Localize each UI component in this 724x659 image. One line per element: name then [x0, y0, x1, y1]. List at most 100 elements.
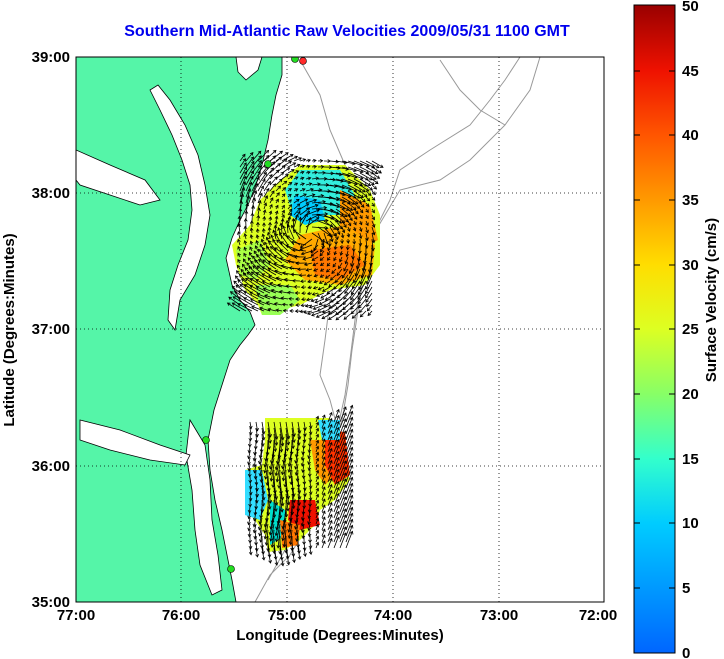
velocity-arrow	[262, 247, 271, 258]
velocity-arrow	[245, 156, 254, 168]
velocity-arrow	[357, 286, 367, 300]
velocity-arrowhead	[303, 193, 307, 197]
velocity-arrow	[279, 487, 284, 506]
velocity-arrowhead	[274, 210, 279, 215]
colorbar-tick-label: 0	[682, 645, 690, 659]
velocity-arrow	[359, 166, 374, 175]
velocity-arrow	[276, 463, 281, 482]
velocity-arrowhead	[319, 262, 324, 266]
velocity-arrow	[341, 166, 357, 172]
velocity-arrow	[261, 421, 265, 434]
velocity-arrowhead	[352, 234, 357, 238]
velocity-arrow	[327, 430, 333, 441]
velocity-arrow	[309, 427, 312, 435]
velocity-arrow	[288, 511, 293, 527]
velocity-arrowhead	[343, 412, 347, 416]
velocity-arrowhead	[243, 171, 248, 175]
velocity-arrow	[315, 518, 319, 525]
velocity-arrow	[253, 451, 257, 461]
velocity-arrowhead	[349, 506, 354, 511]
velocity-arrowhead	[286, 561, 291, 566]
velocity-arrowhead	[269, 173, 273, 178]
velocity-arrowhead	[301, 297, 305, 302]
velocity-arrow	[282, 451, 287, 469]
velocity-arrowhead	[272, 183, 276, 187]
velocity-arrow	[269, 183, 276, 192]
velocity-arrow	[284, 469, 287, 487]
velocity-arrow	[279, 232, 289, 246]
velocity-arrowhead	[358, 235, 363, 240]
velocity-arrowhead	[329, 441, 333, 446]
velocity-arrow	[321, 456, 326, 465]
velocity-arrowhead	[297, 207, 301, 211]
velocity-arrow	[299, 193, 307, 198]
velocity-arrow	[339, 442, 347, 459]
velocity-arrow	[322, 304, 337, 314]
velocity-arrow	[365, 292, 373, 303]
velocity-arrow	[269, 176, 278, 186]
velocity-arrow	[350, 286, 361, 300]
velocity-arrowhead	[344, 290, 348, 295]
velocity-arrowhead	[281, 302, 286, 307]
velocity-arrowhead	[260, 238, 265, 243]
velocity-arrow	[315, 428, 319, 435]
velocity-arrowhead	[254, 183, 259, 187]
velocity-arrow	[267, 427, 271, 444]
velocity-arrow	[267, 487, 271, 504]
velocity-arrow	[255, 541, 258, 552]
velocity-arrowhead	[355, 210, 359, 215]
velocity-arrow	[261, 239, 265, 246]
velocity-arrow	[327, 418, 333, 429]
velocity-arrow	[333, 475, 340, 489]
velocity-arrow	[297, 487, 301, 500]
velocity-arrowhead	[349, 518, 354, 523]
velocity-arrow	[239, 167, 247, 180]
velocity-arrowhead	[347, 228, 351, 232]
velocity-arrowhead	[246, 195, 251, 199]
velocity-arrow	[371, 238, 374, 251]
velocity-arrow	[251, 165, 262, 180]
velocity-arrow	[255, 245, 259, 252]
velocity-arrow	[315, 512, 319, 519]
x-tick-label: 73:00	[480, 607, 518, 624]
velocity-arrow	[261, 547, 265, 560]
velocity-arrow	[268, 260, 283, 270]
velocity-arrowhead	[336, 528, 340, 533]
velocity-arrow	[345, 525, 353, 543]
velocity-arrow	[311, 213, 328, 216]
velocity-arrow	[307, 310, 319, 315]
velocity-arrow	[266, 529, 269, 546]
velocity-arrow	[335, 220, 343, 230]
velocity-arrowhead	[342, 192, 346, 197]
velocity-arrowhead	[264, 241, 268, 246]
velocity-arrowhead	[363, 193, 368, 198]
velocity-arrowhead	[319, 249, 324, 253]
velocity-arrowhead	[365, 215, 369, 220]
velocity-arrowhead	[315, 415, 320, 420]
velocity-arrow	[327, 478, 333, 489]
velocity-arrow	[275, 158, 288, 168]
velocity-arrow	[263, 181, 271, 192]
velocity-arrow	[253, 457, 257, 467]
velocity-arrowhead	[288, 193, 292, 198]
x-axis-label: Longitude (Degrees:Minutes)	[236, 627, 444, 644]
velocity-arrowhead	[334, 241, 338, 246]
velocity-arrowhead	[275, 308, 280, 313]
velocity-arrow	[238, 290, 253, 300]
velocity-arrow	[359, 190, 368, 197]
velocity-arrowhead	[249, 175, 254, 180]
velocity-arrowhead	[349, 440, 354, 445]
velocity-arrowhead	[345, 284, 350, 288]
velocity-arrow	[315, 416, 319, 423]
velocity-arrowhead	[333, 251, 338, 256]
velocity-arrowhead	[322, 480, 326, 485]
velocity-arrowhead	[268, 274, 272, 279]
velocity-arrow	[276, 309, 283, 312]
velocity-arrowhead	[307, 509, 312, 514]
velocity-arrowhead	[335, 311, 339, 316]
velocity-arrow	[329, 232, 333, 242]
velocity-arrowhead	[349, 410, 354, 415]
velocity-arrow	[316, 310, 331, 318]
velocity-arrowhead	[237, 258, 241, 263]
velocity-arrow	[321, 528, 326, 537]
